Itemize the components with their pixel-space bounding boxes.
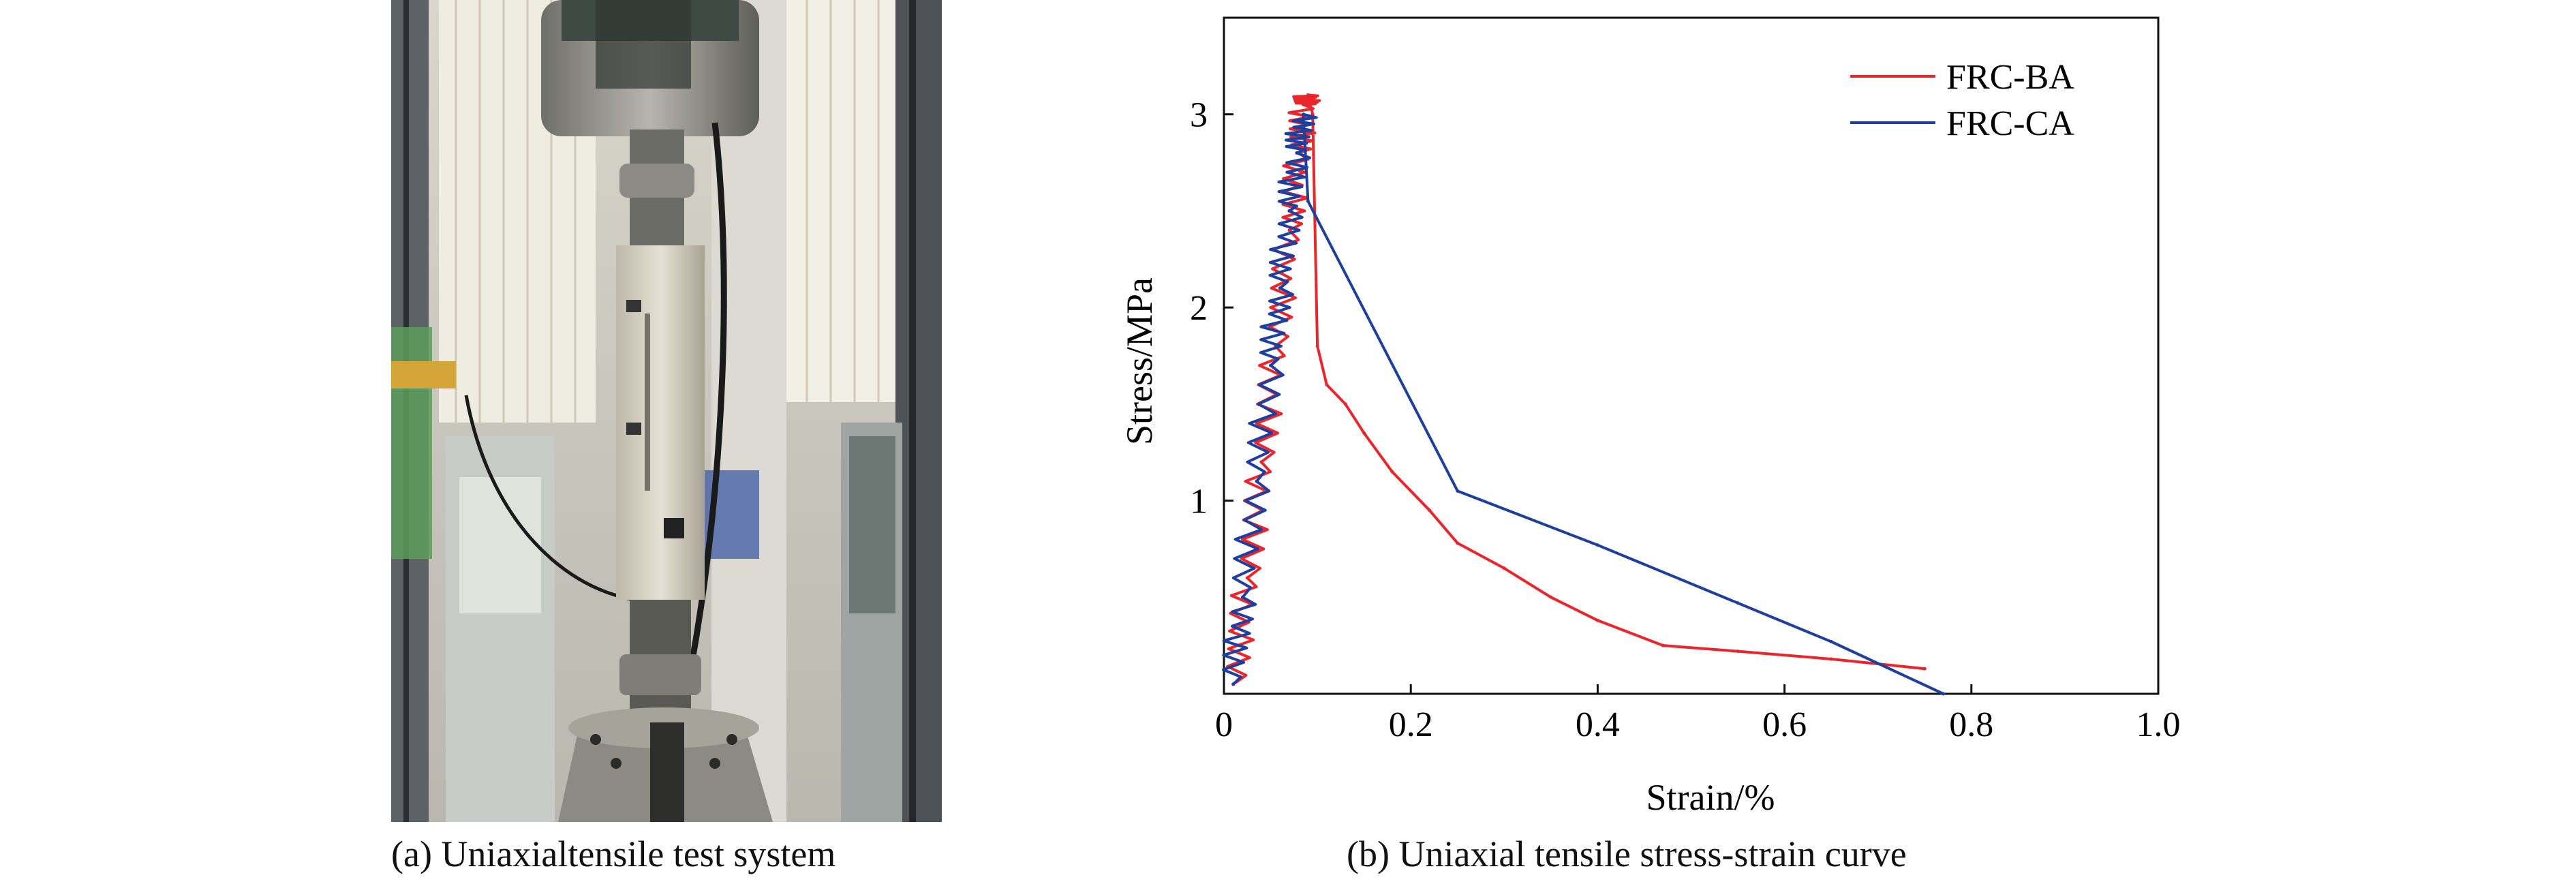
chart-svg: 0 0.2 0.4 0.6 0.8 1.0 1 2 3 FRC-BA FRC-CA Strain/…: [1119, 16, 2181, 818]
x-tick-label: 0.2: [1389, 705, 1433, 744]
data-point-frc-ca: [1456, 489, 1460, 493]
data-point-frc-ca: [1306, 199, 1310, 203]
data-point-frc-ba: [1502, 566, 1506, 570]
data-point-frc-ba: [1362, 431, 1366, 435]
data-point-frc-ca: [1287, 209, 1291, 213]
x-tick-label: 0.4: [1576, 705, 1620, 744]
caption-a: (a) Uniaxialtensile test system: [391, 834, 836, 874]
y-axis-label: Stress/MPa: [1119, 277, 1160, 445]
data-point-frc-ba: [1549, 595, 1553, 599]
plot-frame: [1223, 16, 2160, 695]
data-point-frc-ca: [1942, 692, 1946, 696]
data-point-frc-ba: [1302, 103, 1306, 107]
axes: 0 0.2 0.4 0.6 0.8 1.0 1 2 3: [1190, 16, 2181, 744]
data-point-frc-ca: [1255, 479, 1259, 483]
data-point-frc-ba: [1595, 618, 1599, 622]
data-point-frc-ba: [1259, 460, 1263, 464]
y-tick-label: 1: [1190, 483, 1208, 521]
test-system-photo: [391, 0, 942, 822]
data-point-frc-ba: [1661, 643, 1665, 647]
series-line-frc-ba: [1226, 93, 1925, 686]
data-point-frc-ba: [1245, 576, 1249, 580]
data-point-frc-ba: [1390, 470, 1394, 474]
x-axis-label: Strain/%: [1646, 777, 1775, 818]
legend-label: FRC-CA: [1946, 104, 2074, 143]
data-point-frc-ba: [1736, 650, 1740, 654]
data-point-frc-ba: [1315, 344, 1319, 348]
data-point-frc-ba: [1428, 508, 1432, 513]
stress-strain-chart: 0 0.2 0.4 0.6 0.8 1.0 1 2 3 FRC-BA FRC-CA Strain/…: [1090, 0, 2249, 822]
test-system-photo-image: [391, 0, 942, 822]
x-tick-label: 0.8: [1949, 705, 1993, 744]
data-point-frc-ba: [1922, 667, 1927, 671]
data-point-frc-ca: [1240, 595, 1244, 599]
data-point-frc-ba: [1325, 383, 1329, 387]
x-tick-label: 0: [1215, 705, 1233, 744]
y-tick-label: 3: [1190, 96, 1208, 135]
data-point-frc-ca: [1302, 112, 1306, 117]
x-tick-label: 1.0: [2136, 705, 2181, 744]
data-point-frc-ca: [1595, 543, 1599, 547]
data-point-frc-ba: [1287, 228, 1291, 232]
data-point-frc-ba: [1343, 402, 1347, 406]
legend-label: FRC-BA: [1946, 58, 2074, 97]
x-tick-label: 0.6: [1762, 705, 1807, 744]
y-tick-label: 2: [1190, 289, 1208, 328]
caption-b: (b) Uniaxial tensile stress-strain curve: [1347, 834, 1907, 874]
series-line-frc-ca: [1222, 112, 1944, 695]
data-point-frc-ba: [1306, 93, 1310, 97]
series-layer: [1222, 93, 1946, 696]
legend: FRC-BA FRC-CA: [1850, 58, 2074, 143]
data-point-frc-ca: [1278, 286, 1282, 290]
data-point-frc-ca: [1829, 639, 1833, 643]
data-point-frc-ca: [1295, 151, 1299, 155]
data-point-frc-ca: [1736, 601, 1740, 605]
data-point-frc-ca: [1269, 363, 1273, 367]
data-point-frc-ca: [1231, 682, 1236, 686]
data-point-frc-ba: [1456, 541, 1460, 545]
data-point-frc-ba: [1829, 657, 1833, 661]
